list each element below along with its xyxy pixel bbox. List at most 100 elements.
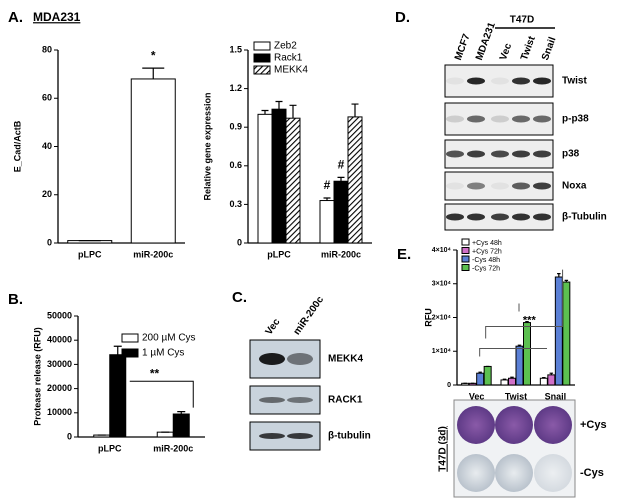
chart: B. Protease release (RFU) 0 10000 20000 30000… [8, 291, 205, 453]
error-bar [289, 104, 297, 119]
error-bar [557, 273, 561, 277]
legend-label: +Cys 72h [472, 248, 502, 255]
y-tick-label: 4×10⁴ [432, 247, 452, 254]
y-axis-label: Relative gene expression [202, 92, 212, 200]
well [457, 454, 495, 492]
blot-band [491, 182, 509, 190]
blot-band [446, 115, 464, 123]
legend-swatch [121, 333, 139, 343]
legend-label: Rack1 [274, 53, 303, 64]
plate-e: T47D (3d) +Cys -Cys [438, 399, 607, 498]
chart: E. RFU 0 1×10⁴ 2×10⁴ 3×10⁴ 4×10⁴ Vec Twist Snail *… [397, 238, 575, 401]
error-bar [510, 376, 514, 379]
bar [508, 377, 516, 386]
blot-band [259, 433, 285, 439]
well [534, 406, 572, 444]
panel-label: A. [8, 9, 23, 26]
y-tick-label: 0.3 [229, 199, 242, 209]
panel-label: C. [232, 289, 247, 306]
blot-band [259, 397, 285, 403]
panel-label: E. [397, 246, 411, 263]
legend-label: MEKK4 [274, 65, 308, 76]
row-label: -Cys [580, 467, 604, 479]
blot-c: C. Vec miR-200c MEKK4 RACK1 β-tubulin [232, 289, 371, 451]
bar [515, 345, 524, 386]
panels: A. MDA231 E_Cad/ActB 0 20 40 60 80 pLPC miR-200c *… [8, 9, 607, 498]
legend-swatch [461, 238, 470, 246]
group-label: T47D [510, 15, 534, 26]
y-tick-label: 1×10⁴ [432, 348, 452, 355]
row-label: p38 [562, 149, 580, 160]
y-tick-label: 0 [237, 237, 242, 247]
y-tick-label: 1.2 [229, 83, 242, 93]
bracket [479, 303, 547, 357]
legend-swatch [461, 247, 470, 254]
x-tick-label: miR-200c [133, 249, 173, 259]
column-label: Twist [519, 34, 538, 62]
bar [547, 374, 556, 386]
panel-label: B. [8, 291, 23, 308]
column-label: MDA231 [474, 21, 498, 62]
blot-band [533, 77, 551, 85]
bar [500, 379, 509, 386]
blot-band [446, 150, 464, 158]
y-tick-label: 1.5 [229, 44, 242, 54]
chart-title: MDA231 [33, 10, 81, 24]
blot-band [491, 213, 509, 221]
blot-band [259, 353, 285, 365]
x-tick-label: Vec [469, 391, 485, 401]
chart: Relative gene expression 0 0.3 0.6 0.9 1.2 1.5… [202, 41, 372, 259]
blot-frame [444, 171, 554, 201]
blot-band [491, 77, 509, 85]
annotation: ** [150, 366, 160, 380]
blot-band [533, 213, 551, 221]
blot-band [467, 182, 485, 190]
column-label: miR-200c [292, 294, 327, 337]
legend-label: Zeb2 [274, 41, 297, 52]
bracket [129, 380, 194, 408]
blot-band [491, 115, 509, 123]
annotation: # [338, 158, 345, 172]
y-tick-label: 80 [42, 44, 52, 54]
x-tick-label: Snail [545, 391, 567, 401]
y-tick-label: 30000 [47, 359, 72, 369]
blot-band [533, 182, 551, 190]
blot-band [512, 213, 530, 221]
well [495, 454, 533, 492]
legend-swatch [253, 53, 271, 63]
error-bar [351, 103, 359, 117]
annotation: # [324, 178, 331, 192]
bar [271, 108, 287, 244]
error-bar [142, 67, 165, 79]
y-tick-label: 3×10⁴ [432, 281, 452, 288]
bar [476, 372, 485, 386]
x-tick-label: miR-200c [153, 443, 193, 453]
error-bar [517, 344, 522, 347]
legend-swatch [461, 264, 470, 271]
blot-band [287, 433, 313, 439]
y-tick-label: 40 [42, 141, 52, 151]
error-bar [275, 100, 283, 110]
bar [257, 113, 273, 244]
blot-band [512, 150, 530, 158]
well [457, 406, 495, 444]
bar [523, 322, 531, 386]
cell-line-label: T47D (3d) [438, 426, 449, 472]
legend-label: 1 µM Cys [142, 348, 184, 359]
bar [319, 200, 335, 244]
blot-band [512, 182, 530, 190]
bar [130, 78, 176, 244]
legend-swatch [121, 348, 139, 358]
blot-band [467, 77, 485, 85]
y-tick-label: 40000 [47, 335, 72, 345]
annotation: * [151, 48, 156, 62]
blot-band [446, 182, 464, 190]
y-tick-label: 0.9 [229, 122, 242, 132]
bar [562, 281, 571, 386]
blot-band [446, 77, 464, 85]
legend-swatch [253, 41, 271, 51]
y-axis-label: Protease release (RFU) [32, 327, 42, 426]
bar [285, 117, 301, 244]
row-label: β-Tubulin [562, 212, 607, 223]
